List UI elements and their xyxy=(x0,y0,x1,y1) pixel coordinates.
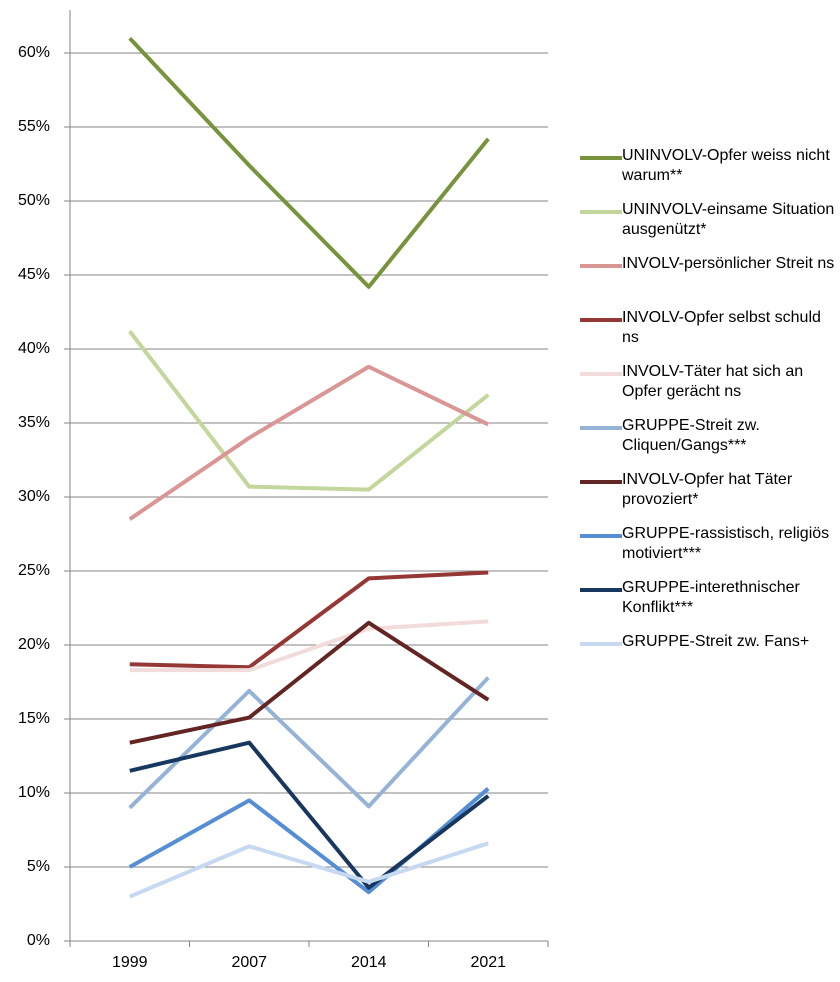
legend-swatch xyxy=(580,534,622,538)
legend-item: UNINVOLV-einsame Situation ausgenützt* xyxy=(580,200,835,254)
legend-item: UNINVOLV-Opfer weiss nicht warum** xyxy=(580,146,835,200)
y-tick-label: 30% xyxy=(18,488,50,505)
series-line xyxy=(129,619,489,673)
legend-swatch xyxy=(580,642,622,646)
legend-label: INVOLV-Opfer selbst schuld ns xyxy=(622,309,821,346)
y-tick-label: 60% xyxy=(18,44,50,61)
legend-label: UNINVOLV-einsame Situation ausgenützt* xyxy=(622,201,835,238)
legend-label: INVOLV-Täter hat sich an Opfer gerächt n… xyxy=(622,363,804,400)
series-line xyxy=(129,740,490,890)
y-tick-label: 15% xyxy=(18,710,50,727)
y-tick-label: 50% xyxy=(18,192,50,209)
legend-item: GRUPPE-Streit zw. Cliquen/Gangs*** xyxy=(580,416,835,470)
legend-swatch xyxy=(580,156,622,160)
legend-item: INVOLV-Täter hat sich an Opfer gerächt n… xyxy=(580,362,835,416)
legend-swatch xyxy=(580,426,622,430)
y-tick-label: 25% xyxy=(18,562,50,579)
legend-swatch xyxy=(580,210,622,214)
legend-label: GRUPPE-interethnischer Konflikt*** xyxy=(622,579,800,616)
x-tick-label: 2014 xyxy=(351,954,387,971)
legend-item: INVOLV-persönlicher Streit ns xyxy=(580,254,835,308)
legend-swatch xyxy=(580,318,622,322)
legend-label: INVOLV-Opfer hat Täter provoziert* xyxy=(622,471,793,508)
legend-swatch xyxy=(580,480,622,484)
legend-label: GRUPPE-Streit zw. Fans+ xyxy=(622,633,810,650)
series-line xyxy=(128,330,490,492)
legend-item: INVOLV-Opfer hat Täter provoziert* xyxy=(580,470,835,524)
series-line xyxy=(128,364,490,521)
legend-swatch xyxy=(580,372,622,376)
series-line xyxy=(128,36,490,289)
y-tick-label: 35% xyxy=(18,414,50,431)
x-tick-label: 2007 xyxy=(231,954,267,971)
series-line xyxy=(128,841,489,899)
legend-label: GRUPPE-Streit zw. Cliquen/Gangs*** xyxy=(622,417,760,454)
series-line xyxy=(129,620,490,745)
y-tick-label: 40% xyxy=(18,340,50,357)
legend-item: GRUPPE-interethnischer Konflikt*** xyxy=(580,578,835,632)
legend: UNINVOLV-Opfer weiss nicht warum** UNINVO… xyxy=(580,146,835,686)
legend-label: UNINVOLV-Opfer weiss nicht warum** xyxy=(622,147,830,184)
legend-label: INVOLV-persönlicher Streit ns xyxy=(622,255,835,272)
y-tick-label: 55% xyxy=(18,118,50,135)
y-tick-label: 0% xyxy=(27,932,50,949)
legend-item: GRUPPE-Streit zw. Fans+ xyxy=(580,632,835,686)
legend-item: GRUPPE-rassistisch, religiös motiviert**… xyxy=(580,524,835,578)
legend-label: GRUPPE-rassistisch, religiös motiviert**… xyxy=(622,525,830,562)
y-tick-label: 5% xyxy=(27,858,50,875)
series-line xyxy=(128,787,490,895)
series-line xyxy=(129,570,489,670)
legend-swatch xyxy=(580,588,622,592)
legend-swatch xyxy=(580,264,622,268)
x-tick-label: 2021 xyxy=(470,954,506,971)
y-tick-label: 20% xyxy=(18,636,50,653)
y-tick-label: 10% xyxy=(18,784,50,801)
series-line xyxy=(128,676,490,810)
y-tick-label: 45% xyxy=(18,266,50,283)
legend-item: INVOLV-Opfer selbst schuld ns xyxy=(580,308,835,362)
x-tick-label: 1999 xyxy=(112,954,148,971)
